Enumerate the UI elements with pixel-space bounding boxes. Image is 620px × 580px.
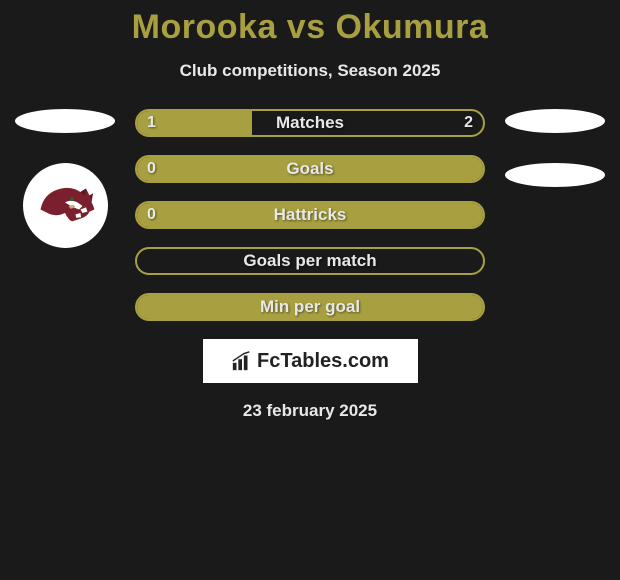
stat-label: Min per goal (137, 295, 483, 319)
footer-brand-logo: FcTables.com (203, 339, 418, 383)
stat-value-left: 1 (147, 111, 156, 135)
player-photo-placeholder (505, 109, 605, 133)
comparison-card: Morooka vs Okumura Club competitions, Se… (0, 0, 620, 421)
stat-value-left: 0 (147, 203, 156, 227)
comparison-body: Matches12Goals0Hattricks0Goals per match… (0, 109, 620, 321)
stat-label: Goals per match (137, 249, 483, 273)
stat-row: Min per goal (135, 293, 485, 321)
coyote-logo-icon (30, 171, 100, 241)
bar-chart-icon (231, 350, 253, 372)
stat-value-right: 2 (464, 111, 473, 135)
right-player-column (500, 109, 610, 217)
stat-value-left: 0 (147, 157, 156, 181)
left-player-column (10, 109, 120, 248)
player-photo-placeholder (15, 109, 115, 133)
stat-label: Hattricks (137, 203, 483, 227)
stat-label: Goals (137, 157, 483, 181)
stat-row: Goals per match (135, 247, 485, 275)
date-line: 23 february 2025 (0, 401, 620, 421)
stat-label: Matches (137, 111, 483, 135)
page-subtitle: Club competitions, Season 2025 (0, 61, 620, 81)
page-title: Morooka vs Okumura (0, 8, 620, 47)
team-logo (23, 163, 108, 248)
footer-brand-label: FcTables.com (257, 350, 389, 373)
stats-column: Matches12Goals0Hattricks0Goals per match… (135, 109, 485, 321)
stat-row: Matches1 2 (135, 109, 485, 137)
stat-row: Goals0 (135, 155, 485, 183)
footer-brand-text: FcTables.com (231, 350, 389, 373)
team-logo-placeholder (505, 163, 605, 187)
stat-row: Hattricks0 (135, 201, 485, 229)
